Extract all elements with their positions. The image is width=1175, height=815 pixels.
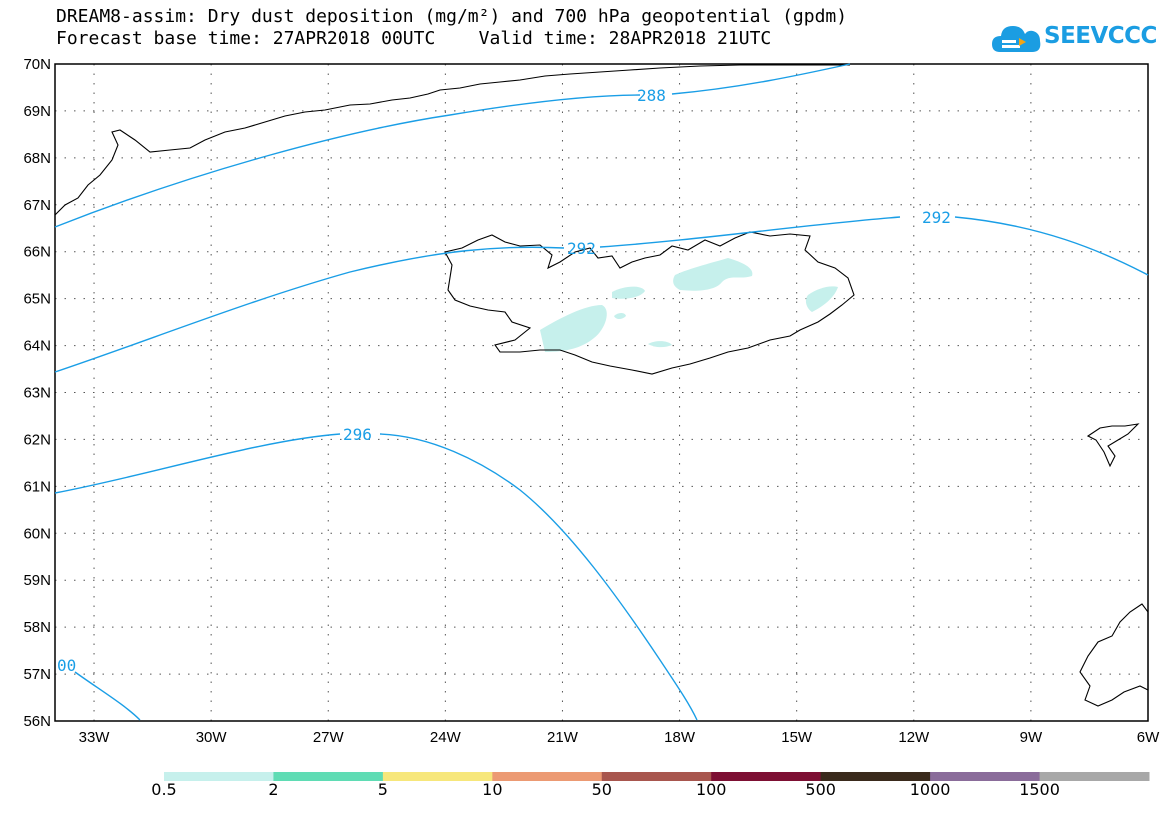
colorbar-swatch [601,772,712,781]
latitude-label: 68N [23,150,51,167]
contour-label-292a: 292 [567,239,596,258]
legend-label: 2 [268,780,279,799]
latitude-label: 70N [23,56,51,73]
scotland-coast [1079,603,1149,707]
dust-area-southwest [540,305,607,352]
longitude-label: 12W [898,729,930,746]
colorbar-swatch [711,772,822,781]
latitude-label: 66N [23,244,51,261]
latitude-labels: 70N 69N 68N 67N 66N 65N 64N 63N 62N 61N 60N 59N 58N 5… [23,56,51,730]
latitude-label: 60N [23,525,51,542]
legend-label: 0.5 [151,780,177,799]
dust-deposition-areas [540,258,838,352]
latitude-label: 64N [23,338,51,355]
map-frame [54,63,1149,722]
longitude-labels: 33W 30W 27W 24W 21W 18W 15W 12W 9W 6W [79,729,1160,746]
legend-label: 1500 [1019,780,1060,799]
seevccc-logo: SEEVCCC [992,18,1157,60]
latitude-label: 59N [23,572,51,589]
longitude-label: 18W [664,729,696,746]
colorbar-swatch [492,772,603,781]
logo-text: SEEVCCC [1044,23,1157,49]
longitude-label: 24W [430,729,462,746]
dust-area-central [612,286,645,299]
map-grid [55,64,1148,721]
geopotential-contours [54,63,1149,721]
latitude-label: 69N [23,103,51,120]
contour-label-292b: 292 [922,208,951,227]
longitude-label: 27W [313,729,345,746]
contour-line-288 [54,63,851,228]
colorbar-swatch [273,772,384,781]
contour-label-300: 00 [57,656,76,675]
latitude-label: 56N [23,713,51,730]
legend-label: 5 [377,780,388,799]
colorbar-swatch [164,772,274,781]
contour-label-296: 296 [343,425,372,444]
title-line-1: DREAM8-assim: Dry dust deposition (mg/m²… [56,6,848,27]
title-line-2: Forecast base time: 27APR2018 00UTC Vali… [56,28,772,49]
contour-line-300 [74,671,141,721]
longitude-label: 6W [1137,729,1160,746]
longitude-label: 15W [781,729,813,746]
legend-label: 10 [482,780,503,799]
colorbar-swatch [1039,772,1150,781]
colorbar [164,772,1150,781]
cloud-icon [992,26,1041,52]
greenland-coast [54,64,850,216]
longitude-label: 33W [79,729,111,746]
latitude-label: 65N [23,291,51,308]
legend-label: 50 [591,780,612,799]
dust-area-east [805,286,838,312]
coastlines [54,64,1149,707]
contour-labels: 288 292 292 296 00 [57,86,951,675]
legend-label: 100 [695,780,727,799]
contour-line-292a [54,216,1149,373]
colorbar-swatch [930,772,1041,781]
longitude-label: 9W [1020,729,1043,746]
latitude-label: 62N [23,431,51,448]
latitude-label: 63N [23,385,51,402]
contour-line-296 [54,433,698,721]
longitude-label: 21W [547,729,579,746]
contour-label-288: 288 [637,86,666,105]
legend-label: 500 [805,780,836,799]
latitude-label: 61N [23,478,51,495]
legend-label: 1000 [909,780,951,799]
longitude-label: 30W [196,729,228,746]
faroe-coast [1086,423,1140,468]
colorbar-swatch [820,772,931,781]
latitude-label: 58N [23,619,51,636]
dust-area-south [648,341,672,348]
dust-area-west [614,313,626,319]
colorbar-swatch [382,772,493,781]
dust-area-north [673,258,753,291]
latitude-label: 57N [23,666,51,683]
latitude-label: 67N [23,197,51,214]
iceland-coast [444,231,855,375]
